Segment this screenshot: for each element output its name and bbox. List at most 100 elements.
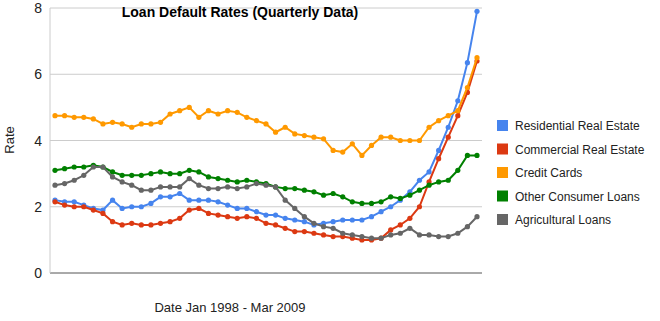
point [177, 216, 182, 221]
point [388, 204, 393, 209]
point [263, 121, 268, 126]
point [474, 214, 479, 219]
point [398, 196, 403, 201]
point [196, 115, 201, 120]
point [91, 164, 96, 169]
point [225, 184, 230, 189]
point [244, 115, 249, 120]
point [110, 198, 115, 203]
point [455, 113, 460, 118]
point [225, 202, 230, 207]
point [263, 221, 268, 226]
point [81, 204, 86, 209]
point [206, 211, 211, 216]
point [321, 224, 326, 229]
point [177, 184, 182, 189]
point [196, 206, 201, 211]
point [235, 179, 240, 184]
point [187, 168, 192, 173]
point [292, 206, 297, 211]
point [139, 204, 144, 209]
point [302, 188, 307, 193]
point [359, 234, 364, 239]
point [139, 121, 144, 126]
legend-swatch [497, 214, 508, 225]
point [398, 138, 403, 143]
point [388, 135, 393, 140]
point [474, 55, 479, 60]
point [378, 236, 383, 241]
point [167, 111, 172, 116]
point [426, 125, 431, 130]
point [446, 178, 451, 183]
point [148, 188, 153, 193]
point [302, 229, 307, 234]
point [254, 209, 259, 214]
y-axis-line [50, 8, 51, 273]
point [426, 232, 431, 237]
point [455, 98, 460, 103]
point [283, 216, 288, 221]
point [62, 166, 67, 171]
point [426, 169, 431, 174]
point [378, 209, 383, 214]
point [244, 206, 249, 211]
point [215, 111, 220, 116]
series-line [55, 58, 477, 156]
point [321, 193, 326, 198]
point [52, 183, 57, 188]
point [436, 179, 441, 184]
point [417, 232, 422, 237]
point [158, 194, 163, 199]
point [62, 181, 67, 186]
y-tick-label: 0 [34, 265, 42, 281]
point [350, 141, 355, 146]
point [110, 120, 115, 125]
point [436, 234, 441, 239]
point [465, 153, 470, 158]
point [215, 186, 220, 191]
point [254, 181, 259, 186]
point [254, 118, 259, 123]
point [167, 194, 172, 199]
point [81, 164, 86, 169]
point [72, 178, 77, 183]
point [158, 221, 163, 226]
point [148, 222, 153, 227]
point [283, 186, 288, 191]
legend-swatch [497, 191, 508, 202]
point [120, 179, 125, 184]
point [273, 212, 278, 217]
point [52, 168, 57, 173]
point [158, 120, 163, 125]
point [167, 171, 172, 176]
point [72, 115, 77, 120]
point [148, 121, 153, 126]
point [292, 186, 297, 191]
point [369, 143, 374, 148]
point [81, 115, 86, 120]
point [129, 173, 134, 178]
point [398, 222, 403, 227]
point [215, 212, 220, 217]
point [177, 108, 182, 113]
point [283, 198, 288, 203]
point [72, 199, 77, 204]
series-line [55, 11, 477, 225]
point [273, 130, 278, 135]
point [321, 232, 326, 237]
series-group [52, 9, 479, 243]
point [177, 191, 182, 196]
point [331, 226, 336, 231]
point [455, 168, 460, 173]
point [311, 231, 316, 236]
point [378, 236, 383, 241]
point [465, 85, 470, 90]
point [273, 222, 278, 227]
point [398, 231, 403, 236]
point [62, 202, 67, 207]
legend-swatch [497, 144, 508, 155]
point [263, 212, 268, 217]
point [283, 125, 288, 130]
point [407, 226, 412, 231]
